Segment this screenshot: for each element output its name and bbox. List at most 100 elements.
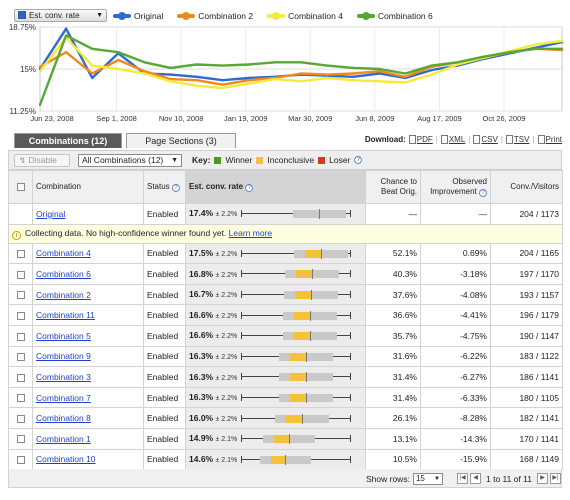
rows-per-page-select[interactable]: 15 ▼ bbox=[412, 473, 443, 485]
download-csv-link[interactable]: CSV bbox=[473, 135, 498, 144]
combination-link[interactable]: Combination 3 bbox=[36, 371, 91, 382]
improvement-header[interactable]: Observed Improvement ? bbox=[420, 170, 491, 204]
legend-item-combination-4[interactable]: Combination 4 bbox=[267, 10, 343, 22]
row-checkbox[interactable] bbox=[16, 250, 25, 259]
chart-legend: Original Combination 2 Combination 4 Com… bbox=[113, 10, 433, 22]
rate-value: 16.3% bbox=[189, 371, 214, 382]
winner-swatch-icon bbox=[214, 156, 222, 164]
download-xml-link[interactable]: XML bbox=[440, 135, 465, 144]
select-all-header bbox=[8, 170, 33, 204]
rate-value: 14.9% bbox=[189, 433, 214, 444]
download-tsv-link[interactable]: TSV bbox=[505, 135, 529, 144]
row-checkbox[interactable] bbox=[16, 456, 25, 465]
xml-file-icon bbox=[440, 135, 448, 144]
disable-button[interactable]: ↯ Disable bbox=[14, 154, 70, 167]
legend-item-combination-2[interactable]: Combination 2 bbox=[177, 10, 253, 22]
tab-combinations[interactable]: Combinations (12) bbox=[14, 133, 122, 148]
data-point bbox=[169, 80, 172, 83]
data-point bbox=[169, 73, 172, 76]
row-checkbox[interactable] bbox=[16, 311, 25, 320]
improvement-cell: -6.27% bbox=[420, 366, 491, 388]
combination-link[interactable]: Combination 1 bbox=[36, 433, 91, 444]
table-row: Combination 8 Enabled 16.0% ± 2.2% 26.1% -8.… bbox=[8, 407, 563, 429]
combination-header[interactable]: Combination bbox=[32, 170, 144, 204]
combination-link[interactable]: Combination 2 bbox=[36, 289, 91, 300]
combination-filter-select[interactable]: All Combinations (12) ▼ bbox=[78, 154, 182, 167]
download-pdf-link[interactable]: PDF bbox=[408, 135, 433, 144]
confidence-interval: ± 2.2% bbox=[215, 211, 238, 219]
row-checkbox[interactable] bbox=[16, 414, 25, 423]
combination-link[interactable]: Combination 4 bbox=[36, 248, 91, 259]
row-checkbox[interactable] bbox=[16, 270, 25, 279]
data-point bbox=[195, 79, 198, 82]
legend-swatch-icon bbox=[356, 12, 375, 20]
data-point bbox=[64, 51, 68, 54]
combination-link[interactable]: Combination 10 bbox=[36, 454, 96, 465]
combination-link[interactable]: Combination 6 bbox=[36, 268, 91, 279]
row-checkbox[interactable] bbox=[16, 394, 25, 403]
row-checkbox-cell bbox=[8, 324, 33, 347]
rate-value: 16.8% bbox=[189, 268, 214, 279]
status-header[interactable]: Status ? bbox=[143, 170, 186, 204]
previous-page-icon[interactable]: ◀ bbox=[470, 473, 481, 484]
table-header-row: Combination Status ? Est. conv. rate ? C… bbox=[8, 170, 563, 204]
row-checkbox-cell bbox=[8, 304, 33, 326]
range-bar bbox=[241, 434, 352, 445]
est-header-label: Est. conv. rate bbox=[189, 182, 244, 191]
legend-item-original[interactable]: Original bbox=[113, 10, 163, 22]
learn-more-link[interactable]: Learn more bbox=[228, 227, 273, 238]
row-checkbox[interactable] bbox=[16, 291, 25, 300]
combination-cell: Combination 6 bbox=[32, 263, 144, 285]
row-checkbox[interactable] bbox=[16, 332, 25, 341]
chevron-down-icon: ▼ bbox=[96, 12, 103, 19]
help-icon[interactable]: ? bbox=[245, 184, 254, 192]
chance-header[interactable]: Chance to Beat Orig. bbox=[365, 170, 421, 204]
table-row: Combination 4 Enabled 17.5% ± 2.2% 52.1% 0.6… bbox=[8, 242, 563, 265]
row-checkbox[interactable] bbox=[16, 373, 25, 382]
combination-link[interactable]: Combination 7 bbox=[36, 392, 91, 403]
combination-cell: Combination 5 bbox=[32, 324, 144, 347]
legend-item-combination-6[interactable]: Combination 6 bbox=[356, 10, 433, 22]
range-point bbox=[309, 331, 311, 342]
data-point bbox=[430, 64, 433, 67]
improvement-cell: -14.3% bbox=[420, 427, 491, 450]
help-icon[interactable]: ? bbox=[171, 184, 180, 192]
tab-page-sections[interactable]: Page Sections (3) bbox=[126, 133, 236, 148]
rate-value: 16.6% bbox=[189, 309, 214, 320]
range-highlight bbox=[270, 455, 286, 464]
data-point bbox=[325, 76, 329, 80]
range-point bbox=[310, 289, 312, 300]
print-link[interactable]: Print bbox=[537, 135, 562, 144]
combination-link[interactable]: Combination 8 bbox=[36, 413, 91, 424]
range-point bbox=[285, 454, 287, 465]
row-checkbox-cell bbox=[8, 427, 33, 450]
combination-link[interactable]: Combination 9 bbox=[36, 351, 91, 362]
improvement-header-label: Observed Improvement bbox=[430, 177, 487, 196]
est-conv-rate-cell: 16.8% ± 2.2% bbox=[185, 263, 366, 285]
metric-select[interactable]: Est. conv. rate ▼ bbox=[14, 9, 107, 22]
chance-cell: 37.6% bbox=[365, 283, 421, 306]
chevron-down-icon: ▼ bbox=[433, 476, 440, 482]
conv-visitors-cell: 182 / 1141 bbox=[490, 407, 563, 429]
improvement-cell: -4.41% bbox=[420, 304, 491, 326]
combination-link[interactable]: Combination 5 bbox=[36, 330, 91, 341]
rows-value: 15 bbox=[415, 474, 425, 483]
conv-visitors-header[interactable]: Conv./Visitors bbox=[490, 170, 563, 204]
combination-link[interactable]: Original bbox=[36, 208, 66, 219]
help-icon[interactable]: ? bbox=[479, 189, 487, 197]
est-conv-rate-header[interactable]: Est. conv. rate ? bbox=[185, 170, 366, 204]
first-page-icon[interactable]: |◀ bbox=[457, 473, 468, 484]
confidence-interval: ± 2.2% bbox=[215, 271, 238, 279]
next-page-icon[interactable]: ▶ bbox=[537, 473, 548, 484]
last-page-icon[interactable]: ▶| bbox=[550, 473, 561, 484]
select-all-checkbox[interactable] bbox=[16, 182, 25, 191]
range-point bbox=[288, 434, 290, 445]
row-checkbox[interactable] bbox=[16, 353, 25, 362]
combination-link[interactable]: Combination 11 bbox=[36, 310, 95, 321]
help-icon[interactable]: ? bbox=[354, 156, 363, 164]
chevron-down-icon: ▼ bbox=[171, 157, 178, 164]
est-conv-rate-cell: 14.9% ± 2.1% bbox=[185, 427, 366, 450]
range-bar bbox=[241, 372, 352, 383]
row-checkbox[interactable] bbox=[16, 435, 25, 444]
chance-cell: 40.3% bbox=[365, 263, 421, 285]
